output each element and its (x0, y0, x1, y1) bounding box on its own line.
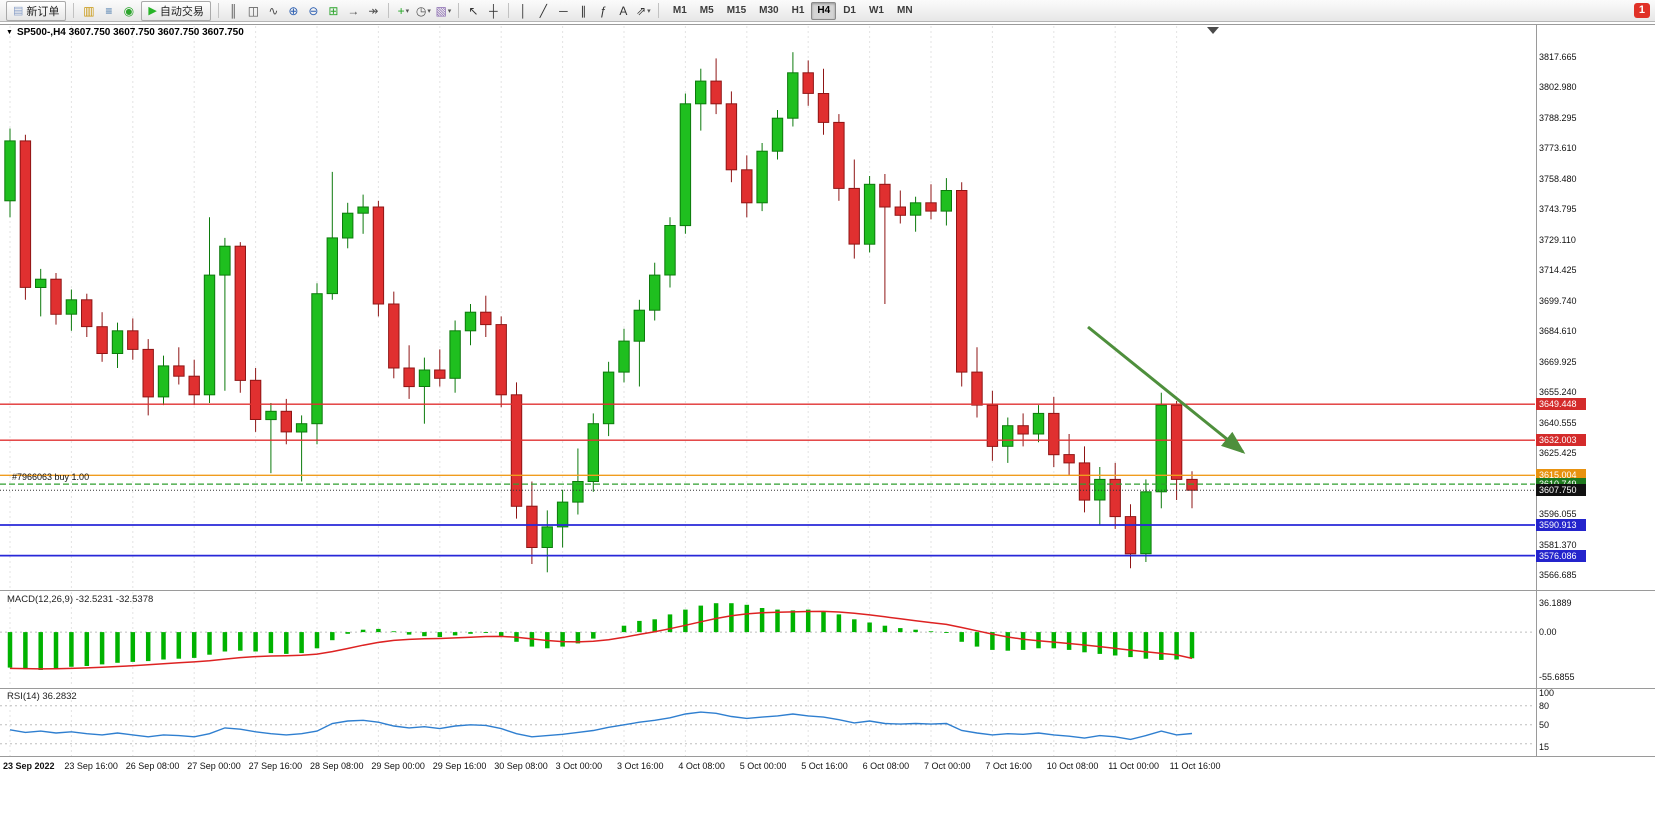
tile-windows-icon[interactable]: ⊞ (324, 2, 343, 20)
chart-shift-marker (1207, 27, 1219, 34)
text-label-icon[interactable]: A (614, 2, 633, 20)
ohlc-bars-icon-glyph-icon: ║ (229, 3, 238, 18)
trend-arrow[interactable] (1087, 325, 1246, 454)
cursor-icon-glyph-icon: ↖ (468, 3, 479, 18)
arrow-objects-glyph-icon: ⇗ (636, 3, 647, 18)
pane-frames (0, 24, 1655, 757)
toolbar-separator (73, 3, 75, 18)
autotrading-glyph-icon: ▶ (148, 5, 157, 17)
toolbar-separator (457, 3, 459, 18)
new-order-button[interactable]: ▤ 新订单 (6, 0, 67, 21)
text-label-icon-glyph-icon: A (619, 3, 628, 18)
equidistant-channel-icon-glyph-icon: ∥ (580, 3, 587, 18)
toolbar-items: ▤ 新订单 ▥ ≡ ◉ ▶ 自动交易 ║ ◫ ∿ ⊕ ⊖ ⊞ → ↠ + ▾ ◷ ▾ ▧ ▾ ↖ ┼ │ ╱ ─ ∥ ƒ A ⇗ ▾ (4, 0, 663, 21)
crosshair-icon[interactable]: ┼ (484, 2, 503, 20)
chart-shift-icon-glyph-icon: ↠ (368, 3, 379, 18)
indicators-glyph-icon: + (397, 3, 405, 18)
timeframe-m5-button[interactable]: M5 (699, 5, 714, 16)
trendline-icon-glyph-icon: ╱ (539, 3, 547, 18)
timeframe-d1-button[interactable]: D1 (843, 5, 856, 16)
dropdown-caret-icon: ▾ (447, 7, 452, 15)
new-order-glyph-icon: ▤ (13, 5, 24, 17)
candlestick-chart-icon-glyph-icon: ◫ (247, 3, 260, 18)
macd-signal-line (9, 610, 1193, 670)
indicators-button[interactable]: + ▾ (394, 2, 413, 20)
line-chart-icon-glyph-icon: ∿ (268, 3, 279, 18)
rsi-line (9, 711, 1193, 741)
candles-group (4, 52, 1198, 573)
gridlines (9, 26, 1178, 756)
auto-scroll-icon[interactable]: → (344, 2, 363, 20)
tile-windows-icon-glyph-icon: ⊞ (328, 3, 339, 18)
candlestick-chart-icon[interactable]: ◫ (244, 2, 263, 20)
arrow-objects-button[interactable]: ⇗ ▾ (634, 2, 653, 20)
auto-scroll-icon-glyph-icon: → (347, 3, 360, 18)
charts-toolbar-icon-glyph-icon: ▥ (83, 3, 95, 18)
timeframe-w1-button[interactable]: W1 (868, 5, 884, 16)
toolbar-separator (657, 3, 659, 18)
fibonacci-icon-glyph-icon: ƒ (600, 3, 607, 18)
dropdown-caret-icon: ▾ (405, 7, 410, 15)
zoom-out-icon-glyph-icon: ⊖ (308, 3, 319, 18)
toolbar-separator (507, 3, 509, 18)
periods-button[interactable]: ◷ ▾ (414, 2, 433, 20)
dropdown-caret-icon: ▾ (647, 7, 651, 15)
dropdown-caret-icon: ▾ (427, 7, 431, 15)
zoom-in-icon-glyph-icon: ⊕ (288, 3, 299, 18)
toolbar-separator (387, 3, 389, 18)
toolbar: ▤ 新订单 ▥ ≡ ◉ ▶ 自动交易 ║ ◫ ∿ ⊕ ⊖ ⊞ → ↠ + ▾ ◷ ▾ ▧ ▾ ↖ ┼ │ ╱ ─ ∥ ƒ A ⇗ ▾ M1 M… (0, 0, 1655, 22)
vertical-line-icon[interactable]: │ (514, 2, 533, 20)
notification-badge[interactable]: 1 (1633, 3, 1650, 18)
timeframe-h1-button[interactable]: H1 (791, 5, 805, 16)
horizontal-line-icon[interactable]: ─ (554, 2, 573, 20)
templates-button[interactable]: ▧ ▾ (434, 2, 453, 20)
cursor-icon[interactable]: ↖ (464, 2, 483, 20)
ohlc-bars-icon[interactable]: ║ (224, 2, 243, 20)
market-watch-icon[interactable]: ≡ (99, 2, 118, 20)
crosshair-icon-glyph-icon: ┼ (489, 3, 498, 18)
fibonacci-icon[interactable]: ƒ (594, 2, 613, 20)
autotrading-button[interactable]: ▶ 自动交易 (141, 0, 211, 21)
timeframe-group: M1 M5 M15 M30 H1 H4 D1 W1 MN (667, 1, 919, 20)
horizontal-line-icon-glyph-icon: ─ (559, 3, 568, 18)
macd-histogram (7, 603, 1195, 670)
autotrading-button-label: 自动交易 (159, 5, 204, 18)
timeframe-m15-button[interactable]: M15 (726, 5, 747, 16)
trendline-icon[interactable]: ╱ (534, 2, 553, 20)
navigator-icon[interactable]: ◉ (119, 2, 138, 20)
timeframe-m30-button[interactable]: M30 (759, 5, 779, 16)
chart-shift-icon[interactable]: ↠ (364, 2, 383, 20)
toolbar-separator (217, 3, 219, 18)
periods-glyph-icon: ◷ (415, 3, 427, 18)
vertical-line-icon-glyph-icon: │ (519, 3, 528, 18)
timeframe-mn-button[interactable]: MN (896, 5, 913, 16)
charts-toolbar-icon[interactable]: ▥ (79, 2, 98, 20)
new-order-button-label: 新订单 (26, 5, 60, 18)
zoom-out-icon[interactable]: ⊖ (304, 2, 323, 20)
market-watch-icon-glyph-icon: ≡ (105, 3, 113, 18)
zoom-in-icon[interactable]: ⊕ (284, 2, 303, 20)
navigator-icon-glyph-icon: ◉ (123, 3, 135, 18)
equidistant-channel-icon[interactable]: ∥ (574, 2, 593, 20)
templates-glyph-icon: ▧ (435, 3, 447, 18)
timeframe-h4-button[interactable]: H4 (811, 1, 837, 20)
line-chart-icon[interactable]: ∿ (264, 2, 283, 20)
timeframe-m1-button[interactable]: M1 (672, 5, 687, 16)
